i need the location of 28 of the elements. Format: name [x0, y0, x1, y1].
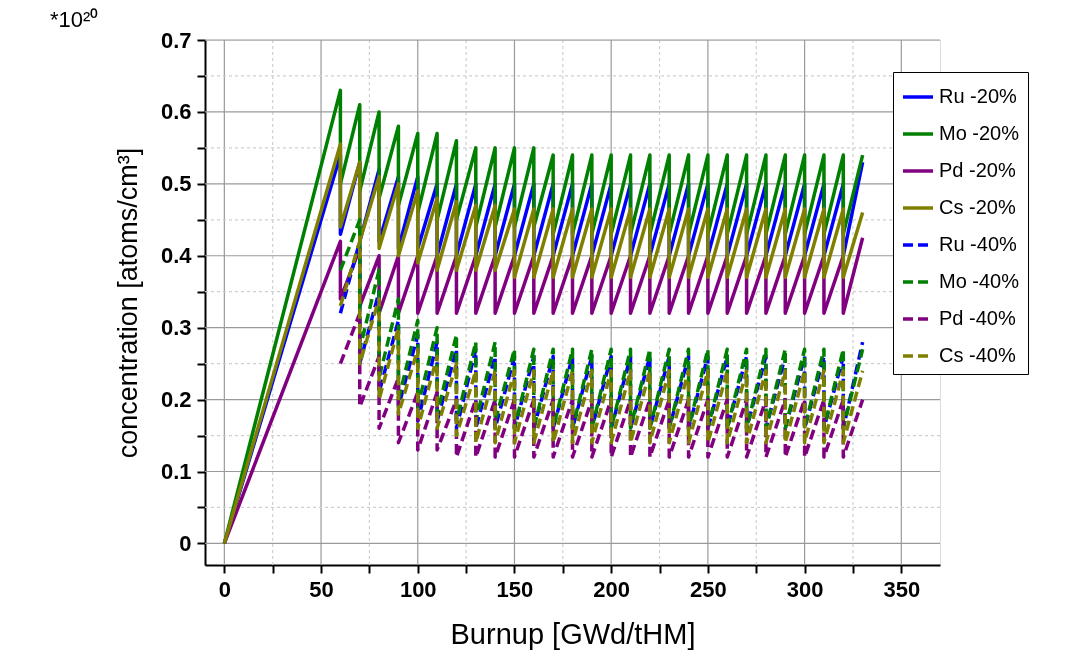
y-tick-label: 0.6: [160, 99, 192, 125]
x-tick-label: 150: [496, 576, 534, 602]
y-tick-label: 0.1: [160, 459, 192, 485]
y-tick-label: 0.3: [160, 315, 192, 341]
legend-label: Pd -40%: [939, 307, 1016, 329]
legend-label: Ru -20%: [939, 85, 1018, 107]
x-tick-label: 200: [593, 576, 631, 602]
x-tick-label: 350: [883, 576, 921, 602]
x-tick-label: 250: [690, 576, 727, 602]
legend-label: Cs -40%: [939, 344, 1016, 366]
y-tick-label: 0.5: [160, 171, 192, 197]
line-series: [338, 311, 865, 459]
y-tick-label: 0.4: [160, 243, 193, 269]
y-tick-label: 0: [179, 530, 192, 556]
legend-label: Pd -20%: [939, 159, 1016, 181]
x-tick-label: 50: [309, 576, 334, 602]
x-tick-label: 300: [786, 576, 824, 602]
text: *10²⁰: [50, 7, 99, 32]
x-axis-title: Burnup [GWd/tHM]: [450, 617, 696, 650]
x-tick-label: 100: [399, 576, 437, 602]
y-axis-title: concentration [atoms/cm³]: [112, 147, 143, 459]
legend-label: Cs -20%: [939, 196, 1016, 218]
y-tick-label: 0.2: [160, 387, 192, 413]
legend-label: Ru -40%: [939, 233, 1018, 255]
x-tick-label: 0: [218, 576, 231, 602]
legend-label: Mo -20%: [939, 122, 1020, 144]
legend-label: Mo -40%: [939, 270, 1020, 292]
y-tick-label: 0.7: [160, 27, 192, 53]
